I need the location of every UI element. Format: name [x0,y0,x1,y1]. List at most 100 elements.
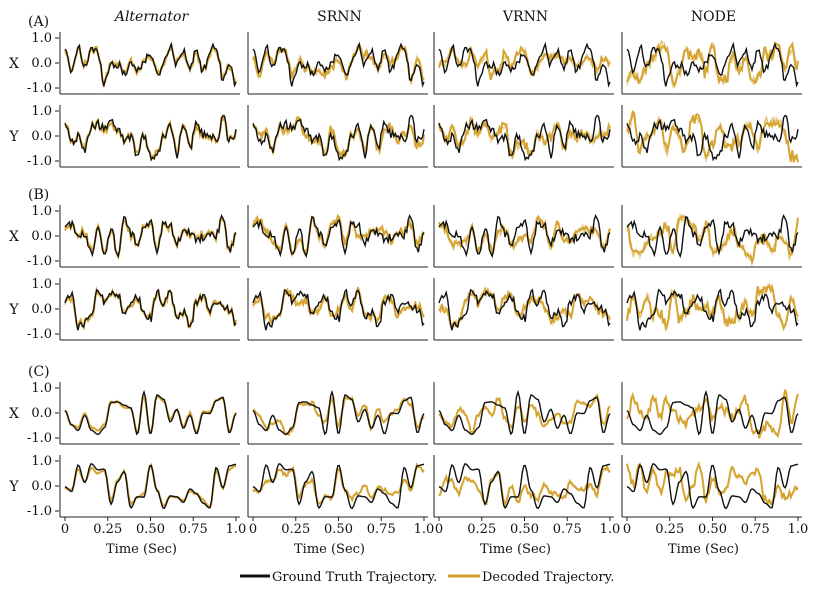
y-tick-label: 1.0 [31,454,52,469]
y-tick-label: -1.0 [27,431,52,446]
column-title: NODE [691,9,736,25]
decoded-trajectory-line [438,285,611,330]
decoded-trajectory-line [252,116,425,159]
y-tick-label: -1.0 [27,154,52,169]
y-tick-label: 0.0 [31,479,52,494]
x-tick-label: 1.0 [600,522,621,537]
decoded-trajectory-line [252,215,425,259]
x-tick-label: 0.25 [467,522,496,537]
row-axis-label: X [9,56,19,72]
decoded-trajectory-line [626,283,799,333]
decoded-trajectory-line [252,464,425,506]
legend-label-decoded: Decoded Trajectory. [482,570,614,585]
ground-truth-line [438,288,611,331]
x-tick-label: 0 [435,522,443,537]
decoded-trajectory-line [438,216,610,254]
decoded-trajectory-line [438,465,611,506]
x-axis-title: Time (Sec) [106,542,177,557]
y-tick-label: 1.0 [31,381,52,396]
ground-truth-line [626,114,799,162]
decoded-trajectory-line [252,395,425,436]
decoded-trajectory-line [626,215,799,267]
decoded-trajectory-line [626,213,799,263]
decoded-trajectory-line [626,41,799,88]
decoded-trajectory-line [626,282,799,332]
ground-truth-line [252,288,425,331]
group-label: (C) [28,364,50,380]
ground-truth-line [626,213,799,259]
decoded-trajectory-line [438,44,611,81]
ground-truth-line [64,288,237,331]
column-title: Alternator [113,9,190,25]
x-tick-label: 0.75 [741,522,770,537]
decoded-trajectory-line [64,286,237,331]
row-axis-label: Y [8,302,19,318]
y-tick-label: 0.0 [31,56,52,71]
y-tick-label: 0.0 [31,302,52,317]
ground-truth-line [252,463,425,510]
x-tick-label: 0.25 [281,522,310,537]
decoded-trajectory-line [438,288,611,331]
decoded-trajectory-line [438,119,611,157]
ground-truth-line [626,389,799,436]
ground-truth-line [64,41,237,88]
decoded-trajectory-line [626,389,799,439]
decoded-trajectory-line [438,395,611,434]
x-tick-label: 0 [61,522,69,537]
decoded-trajectory-line [438,464,611,508]
decoded-trajectory-line [438,393,611,434]
decoded-trajectory-line [252,396,425,436]
decoded-trajectory-line [626,213,799,262]
decoded-trajectory-line [626,464,799,507]
ground-truth-line [252,41,425,88]
decoded-trajectory-line [438,115,611,161]
decoded-trajectory-line [626,460,799,506]
ground-truth-line [438,463,611,510]
ground-truth-line [252,389,425,436]
ground-truth-line [252,213,425,259]
decoded-trajectory-line [438,396,611,434]
decoded-trajectory-line [438,43,611,79]
decoded-trajectory-line [438,286,611,329]
decoded-trajectory-line [64,464,237,509]
decoded-trajectory-line [64,462,237,509]
ground-truth-line [64,389,237,436]
row-axis-label: X [9,406,19,422]
x-tick-label: 0.25 [93,522,122,537]
decoded-trajectory-line [64,463,237,508]
y-tick-label: 1.0 [31,104,52,119]
x-tick-label: 1.0 [226,522,247,537]
y-tick-label: 1.0 [31,277,52,292]
x-tick-label: 0.25 [655,522,684,537]
decoded-trajectory-line [438,214,611,257]
decoded-trajectory-line [626,389,799,439]
x-tick-label: 0.50 [510,522,539,537]
x-tick-label: 0.75 [179,522,208,537]
x-axis-title: Time (Sec) [294,542,365,557]
ground-truth-line [64,463,237,510]
legend-label-ground-truth: Ground Truth Trajectory. [272,570,437,585]
column-title: VRNN [502,9,548,25]
y-tick-label: 0.0 [31,229,52,244]
decoded-trajectory-line [626,114,799,163]
decoded-trajectory-line [64,394,237,436]
decoded-trajectory-line [438,465,611,507]
row-axis-label: X [9,229,19,245]
y-tick-label: -1.0 [27,504,52,519]
decoded-trajectory-line [626,40,799,89]
x-tick-label: 0.50 [324,522,353,537]
group-label: (A) [28,14,49,30]
ground-truth-line [438,41,611,88]
ground-truth-line [626,41,799,88]
y-tick-label: 1.0 [31,204,52,219]
group-label: (B) [28,187,49,203]
decoded-trajectory-line [252,115,425,159]
decoded-trajectory-line [253,465,425,505]
x-axis-title: Time (Sec) [480,542,551,557]
x-tick-label: 1.0 [788,522,809,537]
ground-truth-line [438,389,611,436]
ground-truth-line [64,114,237,162]
ground-truth-line [626,463,799,510]
y-tick-label: -1.0 [27,327,52,342]
y-tick-label: -1.0 [27,254,52,269]
